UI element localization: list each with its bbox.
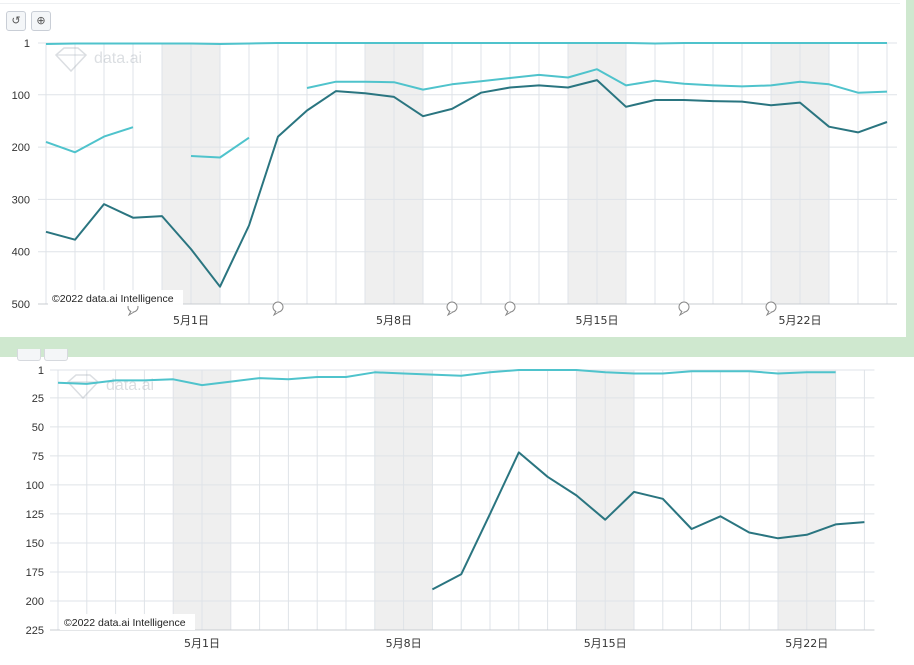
x-tick-label: 5月15日 [576, 314, 619, 327]
series-line [45, 42, 887, 45]
series-line [45, 68, 888, 159]
diamond-icon [66, 374, 100, 400]
comment-icon [765, 301, 777, 313]
y-tick-label: 25 [32, 393, 44, 405]
comment-tail [127, 310, 135, 317]
y-tick-label: 225 [26, 625, 44, 637]
weekend-band [374, 370, 433, 630]
rank-chart-top: 1 100 200 300 400 500 5月1日 5月8日 5月15日 5月22日 data.a… [12, 38, 897, 327]
comment-icon [504, 301, 516, 313]
comment-icon [446, 301, 458, 313]
y-tick-label: 1 [24, 38, 30, 50]
comment-icon [272, 301, 284, 313]
x-tick-label: 5月1日 [184, 637, 220, 650]
y-tick-label: 200 [12, 142, 30, 154]
weekend-band [173, 370, 231, 630]
watermark-text: data.ai [106, 377, 154, 394]
ghost-button [17, 349, 41, 361]
watermark-text: data.ai [94, 50, 142, 67]
copyright-text: ©2022 data.ai Intelligence [64, 617, 186, 629]
x-tick-label: 5月15日 [584, 637, 627, 650]
y-tick-label: 400 [12, 247, 30, 259]
watermark-logo: data.ai [54, 47, 142, 73]
series-line [431, 451, 865, 591]
comment-tail [272, 310, 280, 317]
weekend-band [778, 370, 836, 630]
copyright-box: ©2022 data.ai Intelligence [48, 290, 183, 306]
y-tick-label: 150 [26, 538, 44, 550]
panel-top-border [0, 3, 900, 4]
chart-toolbar: ↺ ⊕ [6, 11, 51, 31]
copyright-background [48, 290, 183, 306]
copyright-background [60, 614, 195, 630]
panel-divider [0, 337, 914, 357]
right-edge-strip [906, 0, 914, 337]
comment-tail [504, 310, 512, 317]
annotation-marker [678, 301, 690, 317]
annotation-marker [504, 301, 516, 317]
y-tick-label: 100 [26, 480, 44, 492]
annotation-marker [765, 301, 777, 317]
y-tick-label: 100 [12, 90, 30, 102]
y-tick-label: 300 [12, 194, 30, 206]
diamond-icon [54, 47, 88, 73]
series-line [57, 369, 836, 387]
y-tick-label: 1 [38, 365, 44, 377]
x-tick-label: 5月22日 [785, 637, 828, 650]
x-tick-label: 5月8日 [376, 314, 412, 327]
comment-tail [678, 310, 686, 317]
series-line [45, 79, 888, 288]
annotation-marker [446, 301, 458, 317]
ghost-button [44, 349, 68, 361]
x-tick-label: 5月8日 [386, 637, 422, 650]
weekend-band [576, 370, 634, 630]
comment-icon [678, 301, 690, 313]
x-tick-label: 5月22日 [779, 314, 822, 327]
ghost-toolbar [17, 349, 68, 361]
copyright-box: ©2022 data.ai Intelligence [60, 614, 195, 630]
reset-icon[interactable]: ↺ [6, 11, 26, 31]
x-tick-label: 5月1日 [173, 314, 209, 327]
comment-tail [446, 310, 454, 317]
comment-tail [765, 310, 773, 317]
y-tick-label: 50 [32, 422, 44, 434]
annotation-marker [272, 301, 284, 317]
zoom-icon[interactable]: ⊕ [31, 11, 51, 31]
y-tick-label: 500 [12, 299, 30, 311]
y-tick-label: 75 [32, 451, 44, 463]
y-tick-label: 175 [26, 567, 44, 579]
watermark-logo: data.ai [66, 374, 154, 400]
copyright-text: ©2022 data.ai Intelligence [52, 293, 174, 305]
y-tick-label: 200 [26, 596, 44, 608]
y-tick-label: 125 [26, 509, 44, 521]
